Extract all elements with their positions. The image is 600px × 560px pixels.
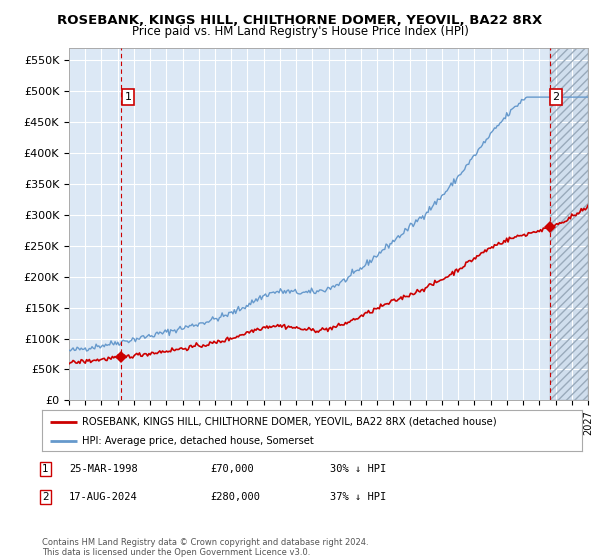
- Text: £280,000: £280,000: [210, 492, 260, 502]
- Text: 1: 1: [42, 464, 49, 474]
- Text: ROSEBANK, KINGS HILL, CHILTHORNE DOMER, YEOVIL, BA22 8RX (detached house): ROSEBANK, KINGS HILL, CHILTHORNE DOMER, …: [83, 417, 497, 427]
- Bar: [550, 48, 588, 400]
- Text: ROSEBANK, KINGS HILL, CHILTHORNE DOMER, YEOVIL, BA22 8RX: ROSEBANK, KINGS HILL, CHILTHORNE DOMER, …: [58, 14, 542, 27]
- Text: 30% ↓ HPI: 30% ↓ HPI: [330, 464, 386, 474]
- Text: 17-AUG-2024: 17-AUG-2024: [69, 492, 138, 502]
- Text: 37% ↓ HPI: 37% ↓ HPI: [330, 492, 386, 502]
- Text: Contains HM Land Registry data © Crown copyright and database right 2024.
This d: Contains HM Land Registry data © Crown c…: [42, 538, 368, 557]
- Text: 25-MAR-1998: 25-MAR-1998: [69, 464, 138, 474]
- Text: £70,000: £70,000: [210, 464, 254, 474]
- Text: 1: 1: [124, 92, 131, 102]
- Text: 2: 2: [553, 92, 560, 102]
- Text: Price paid vs. HM Land Registry's House Price Index (HPI): Price paid vs. HM Land Registry's House …: [131, 25, 469, 38]
- Text: 2: 2: [42, 492, 49, 502]
- Text: HPI: Average price, detached house, Somerset: HPI: Average price, detached house, Some…: [83, 436, 314, 446]
- Bar: [550, 48, 588, 400]
